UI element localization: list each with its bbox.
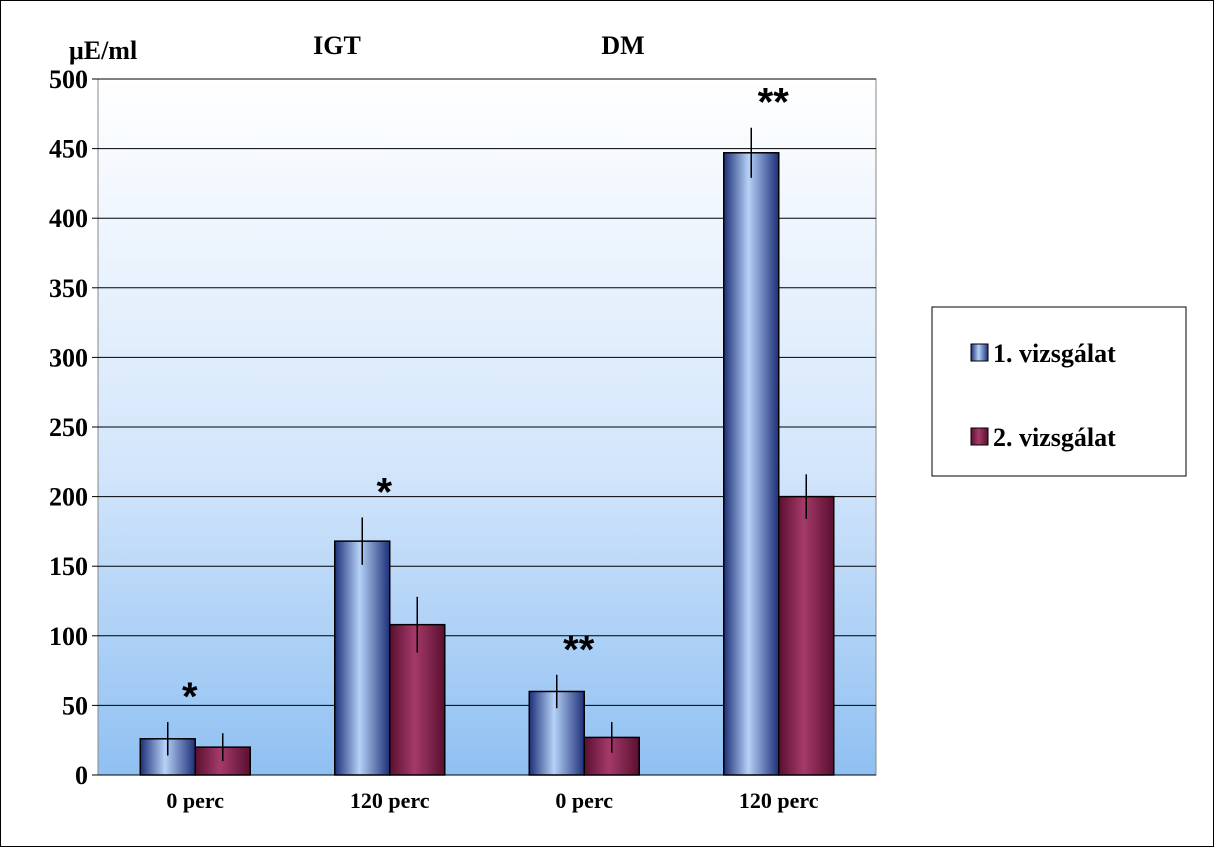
legend-swatch-series-1 [970, 343, 989, 362]
y-tick-label: 350 [49, 274, 88, 303]
y-tick-label: 100 [49, 622, 88, 651]
x-tick-label: 120 perc [350, 788, 430, 813]
significance-marker: ** [758, 81, 790, 125]
legend-swatch-series-2 [970, 427, 989, 446]
x-tick-label: 120 perc [739, 788, 819, 813]
group-label-igt: IGT [313, 31, 361, 60]
y-tick-label: 450 [49, 135, 88, 164]
bar-2-3 [778, 495, 835, 776]
x-tick-label: 0 perc [555, 788, 613, 813]
y-tick-label: 150 [49, 552, 88, 581]
y-tick-label: 500 [49, 65, 88, 94]
significance-marker: ** [563, 628, 595, 672]
y-axis-ticks: 0 50 100 150 200 250 300 350 400 450 500 [49, 65, 98, 790]
bars: ****** [139, 81, 835, 776]
legend-label-series-2: 2. vizsgálat [993, 423, 1116, 452]
legend-label-series-1: 1. vizsgálat [993, 339, 1116, 368]
bar-1-1 [334, 540, 391, 776]
y-tick-label: 300 [49, 343, 88, 372]
y-tick-label: 400 [49, 204, 88, 233]
y-tick-label: 0 [75, 761, 88, 790]
group-label-dm: DM [601, 31, 644, 60]
y-tick-label: 50 [62, 691, 88, 720]
x-axis-labels: 0 perc 120 perc 0 perc 120 perc [166, 788, 818, 813]
legend-box [931, 306, 1187, 477]
x-tick-label: 0 perc [166, 788, 224, 813]
y-tick-label: 200 [49, 483, 88, 512]
significance-marker: * [182, 675, 198, 719]
y-unit-label: μE/ml [69, 36, 137, 65]
y-tick-label: 250 [49, 413, 88, 442]
bar-1-3 [723, 152, 780, 776]
significance-marker: * [376, 470, 392, 514]
